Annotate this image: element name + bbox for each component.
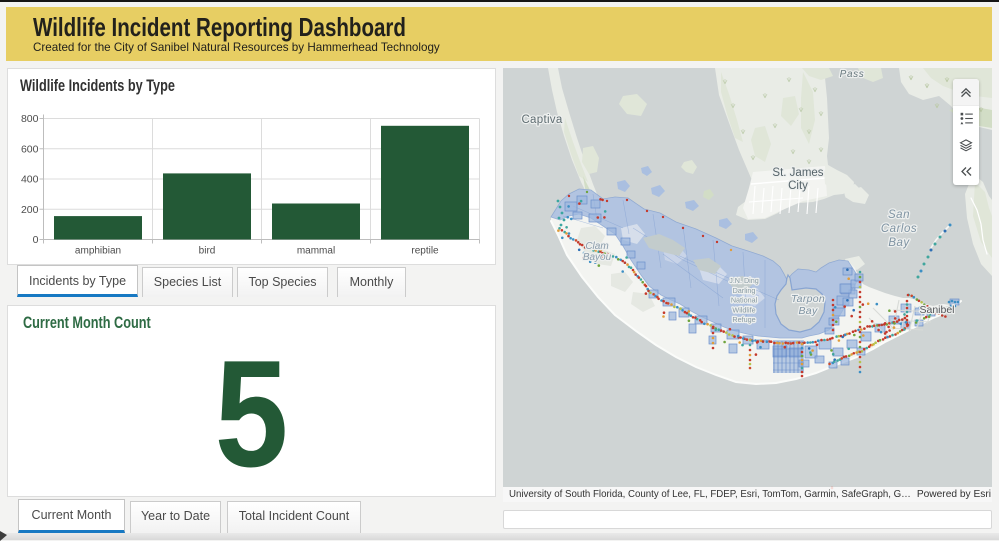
svg-text:Bay: Bay xyxy=(888,237,910,249)
svg-text:Carlos: Carlos xyxy=(881,223,917,235)
svg-text:Bay: Bay xyxy=(799,305,818,317)
svg-text:St. James: St. James xyxy=(772,167,823,179)
svg-text:mammal: mammal xyxy=(297,246,335,257)
svg-text:National: National xyxy=(731,296,758,305)
svg-text:200: 200 xyxy=(21,204,39,216)
svg-text:Darling: Darling xyxy=(733,286,756,295)
svg-text:Captiva: Captiva xyxy=(521,114,562,126)
svg-text:Pass: Pass xyxy=(840,69,865,80)
svg-text:Tarpon: Tarpon xyxy=(791,293,825,305)
svg-text:bird: bird xyxy=(199,246,216,257)
svg-text:0: 0 xyxy=(33,234,39,246)
svg-text:Wildlife: Wildlife xyxy=(732,305,755,314)
svg-text:Sanibel: Sanibel xyxy=(919,304,954,316)
svg-text:amphibian: amphibian xyxy=(75,246,121,257)
svg-text:Refuge: Refuge xyxy=(732,315,755,324)
svg-text:J.N. Ding: J.N. Ding xyxy=(729,276,759,285)
svg-text:400: 400 xyxy=(21,174,39,186)
svg-text:600: 600 xyxy=(21,143,39,155)
svg-text:City: City xyxy=(788,180,808,192)
svg-text:San: San xyxy=(888,209,910,221)
svg-text:Clam: Clam xyxy=(585,241,608,252)
svg-text:Bayou: Bayou xyxy=(583,252,612,263)
svg-text:800: 800 xyxy=(21,113,39,125)
svg-text:reptile: reptile xyxy=(411,246,439,257)
